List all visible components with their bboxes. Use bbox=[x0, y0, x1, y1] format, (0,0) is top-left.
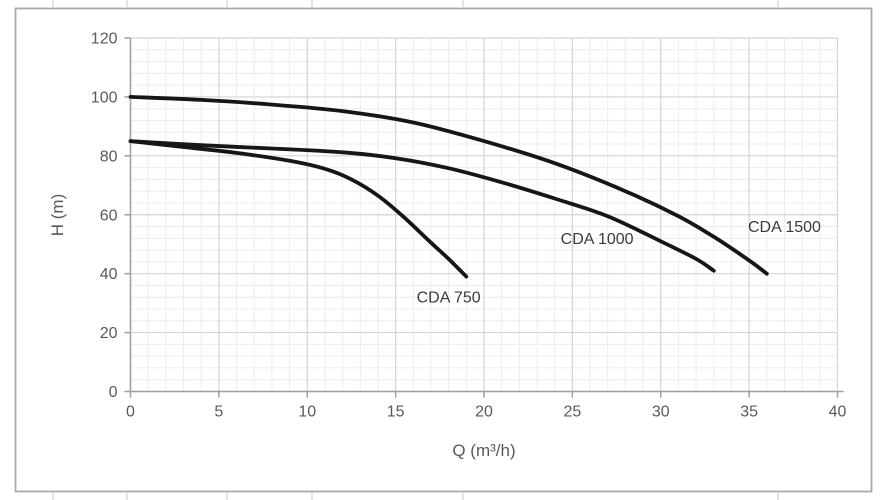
x-tick-label: 10 bbox=[298, 404, 316, 421]
pump-curve-cda-1500 bbox=[128, 95, 769, 276]
pump-curve-cda-750 bbox=[128, 139, 469, 279]
chart-border bbox=[14, 7, 873, 493]
y-tick-label: 60 bbox=[100, 207, 118, 224]
pump-curves bbox=[128, 95, 769, 279]
series-label-cda-1000: CDA 1000 bbox=[561, 231, 634, 248]
x-tick-label: 40 bbox=[829, 404, 847, 421]
x-tick-label: 0 bbox=[126, 404, 135, 421]
y-tick-label: 100 bbox=[91, 89, 118, 106]
x-tick-label: 20 bbox=[475, 404, 493, 421]
y-tick-label: 0 bbox=[109, 384, 118, 401]
x-axis-title: Q (m³/h) bbox=[452, 441, 515, 460]
y-tick-label: 40 bbox=[100, 266, 118, 283]
page-edge-marks bbox=[52, 0, 779, 500]
y-axis-title: H (m) bbox=[48, 194, 67, 236]
y-tick-label: 80 bbox=[100, 148, 118, 165]
x-tick-label: 15 bbox=[387, 404, 405, 421]
x-tick-label: 5 bbox=[214, 404, 223, 421]
x-tick-label: 30 bbox=[652, 404, 670, 421]
series-label-cda-1500: CDA 1500 bbox=[748, 219, 821, 236]
y-axis-tick-labels: 0 20 40 60 80 100 120 bbox=[91, 31, 118, 402]
x-axis-tick-labels: 0 5 10 15 20 25 30 35 40 bbox=[126, 404, 846, 421]
curve-labels: CDA 1500 CDA 1000 CDA 750 bbox=[417, 219, 821, 307]
y-tick-label: 120 bbox=[91, 31, 118, 48]
pump-curve-cda-1000 bbox=[128, 139, 716, 273]
x-tick-label: 35 bbox=[740, 404, 758, 421]
y-tick-label: 20 bbox=[100, 325, 118, 342]
x-tick-label: 25 bbox=[563, 404, 581, 421]
series-label-cda-750: CDA 750 bbox=[417, 290, 481, 307]
